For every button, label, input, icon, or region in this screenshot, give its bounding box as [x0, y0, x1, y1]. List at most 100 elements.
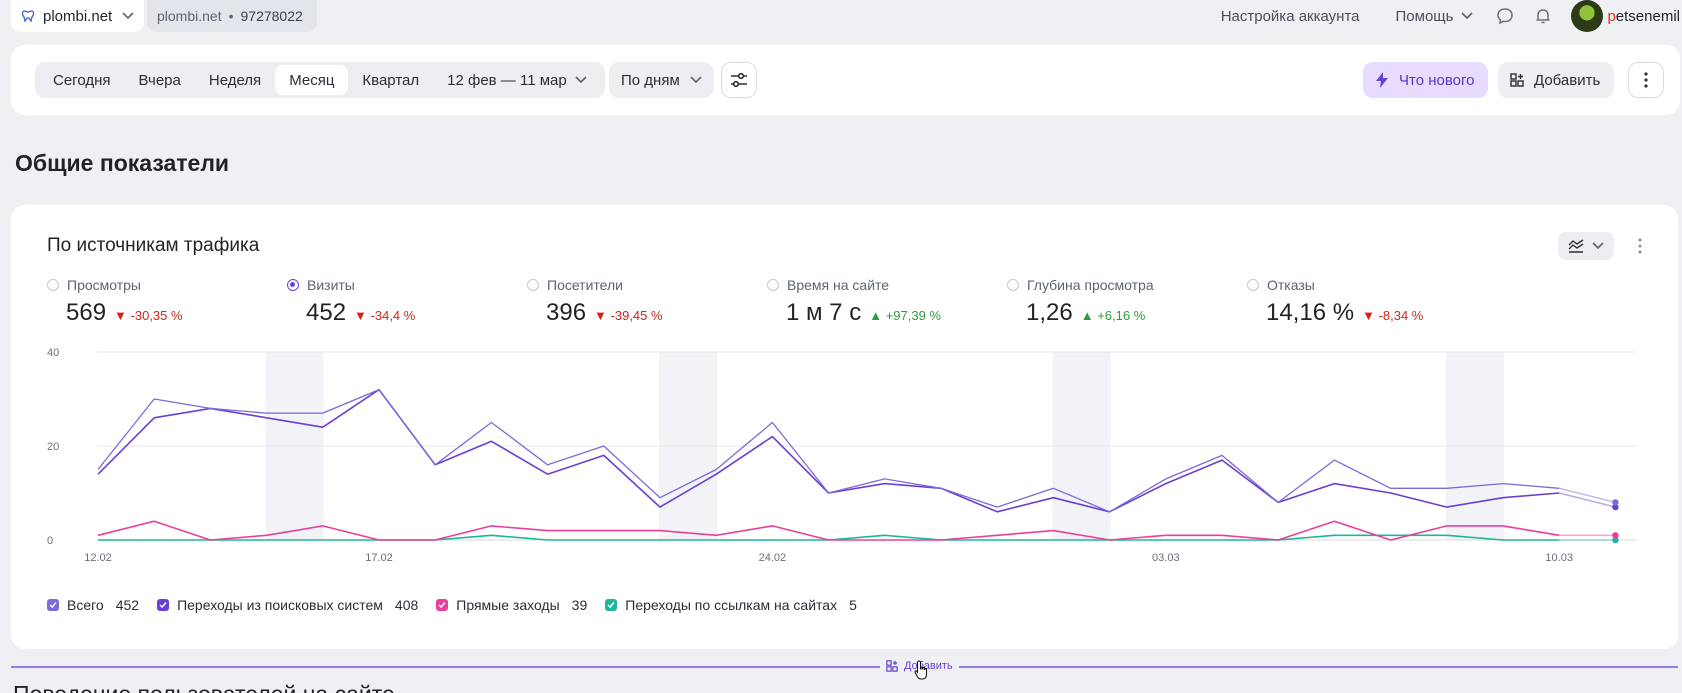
user-name[interactable]: petsenemil	[1607, 8, 1680, 25]
checkbox-checked-icon[interactable]	[47, 599, 59, 611]
user-name-rest: etsenemil	[1615, 7, 1680, 25]
chart-legend: Всего 452 Переходы из поисковых систем 4…	[47, 597, 875, 613]
period-quarter[interactable]: Квартал	[362, 71, 420, 89]
next-section-title: Поведение пользователей на сайте	[13, 681, 395, 693]
chevron-down-icon	[690, 76, 702, 84]
metric-delta: ▲ +97,39 %	[869, 308, 941, 323]
metric-value: 452	[306, 299, 347, 326]
add-button[interactable]: Добавить	[1498, 62, 1615, 98]
add-label: Добавить	[1534, 71, 1601, 89]
legend-count: 39	[571, 597, 588, 613]
checkbox-checked-icon[interactable]	[157, 599, 170, 611]
series-line	[97, 520, 1560, 541]
date-range-label: 12 фев — 11 мар	[447, 71, 567, 89]
metric-bounces[interactable]: Отказы 14,16 % ▼ -8,34 %	[1247, 277, 1423, 327]
metric-radio[interactable]	[47, 279, 59, 291]
widget-more-button[interactable]	[1633, 233, 1647, 259]
site-selector[interactable]: plombi.net	[11, 0, 145, 32]
series-end-point	[1612, 503, 1619, 511]
more-vertical-icon	[1638, 238, 1642, 254]
legend-count: 5	[849, 597, 857, 613]
period-today[interactable]: Сегодня	[53, 71, 111, 89]
area-chart-icon	[1568, 239, 1584, 253]
whats-new-button[interactable]: Что нового	[1363, 62, 1489, 98]
metric-radio[interactable]	[1007, 279, 1019, 291]
series-line	[97, 388, 1560, 513]
counter-separator: •	[228, 8, 234, 24]
x-tick-label: 17.02	[365, 552, 393, 564]
metric-radio[interactable]	[767, 279, 779, 291]
top-bar: plombi.net plombi.net • 97278022 Настрой…	[0, 0, 1682, 32]
series-line-partial	[1559, 492, 1616, 508]
period-week[interactable]: Неделя	[208, 71, 262, 89]
counter-site: plombi.net	[157, 8, 222, 24]
chat-icon[interactable]	[1495, 6, 1515, 26]
filters-button[interactable]	[721, 62, 757, 98]
period-yesterday[interactable]: Вчера	[138, 71, 181, 89]
legend-item-direct[interactable]: Прямые заходы 39	[436, 597, 587, 613]
metric-label: Время на сайте	[787, 277, 890, 293]
legend-label: Переходы из поисковых систем	[177, 597, 383, 613]
metric-label: Глубина просмотра	[1027, 277, 1154, 293]
series-end-point	[1612, 499, 1619, 506]
chevron-down-icon	[1592, 242, 1604, 250]
x-tick-label: 24.02	[759, 552, 787, 564]
metric-delta: ▼ -8,34 %	[1362, 308, 1424, 323]
traffic-chart[interactable]: 0 20 40 12.02 17.02 24.02 03.03 10.03	[11, 205, 1678, 585]
x-tick-label: 12.02	[84, 552, 112, 564]
y-tick-label: 0	[47, 535, 53, 547]
checkbox-checked-icon[interactable]	[436, 599, 449, 611]
add-widget-label: Добавить	[904, 660, 953, 672]
series-end-point	[1612, 536, 1619, 544]
legend-item-total[interactable]: Всего 452	[47, 597, 139, 613]
metric-value: 396	[546, 299, 587, 326]
add-widget-divider[interactable]	[11, 666, 1678, 668]
traffic-sources-widget: По источникам трафика Просмотры 569 ▼ -30…	[11, 205, 1678, 649]
metric-depth[interactable]: Глубина просмотра 1,26 ▲ +6,16 %	[1007, 277, 1154, 327]
tooth-icon	[21, 10, 35, 23]
legend-count: 452	[115, 597, 140, 613]
metric-time-on-site[interactable]: Время на сайте 1 м 7 с ▲ +97,39 %	[767, 277, 941, 327]
metric-value: 569	[66, 299, 107, 326]
period-month[interactable]: Месяц	[275, 65, 349, 95]
more-options-button[interactable]	[1628, 62, 1664, 98]
legend-count: 408	[394, 597, 419, 613]
metric-views[interactable]: Просмотры 569 ▼ -30,35 %	[47, 277, 183, 327]
chevron-down-icon	[122, 12, 134, 20]
user-name-first-letter: p	[1607, 7, 1616, 25]
widgets-add-icon	[1510, 73, 1524, 87]
site-name: plombi.net	[43, 7, 113, 25]
chevron-down-icon	[575, 76, 587, 84]
series-end-point	[1612, 532, 1619, 539]
lightning-icon	[1376, 72, 1388, 88]
avatar[interactable]	[1571, 0, 1604, 32]
metric-delta: ▼ -39,45 %	[594, 308, 663, 323]
counter-id: 97278022	[240, 8, 303, 24]
metric-visits[interactable]: Визиты 452 ▼ -34,4 %	[287, 277, 415, 327]
metric-label: Просмотры	[67, 277, 141, 293]
checkbox-checked-icon[interactable]	[605, 599, 618, 611]
grouping-select[interactable]: По дням	[609, 62, 714, 98]
period-selector: Сегодня Вчера Неделя Месяц Квартал 12 фе…	[35, 62, 605, 98]
metric-radio-selected[interactable]	[287, 279, 299, 291]
filter-bar: Сегодня Вчера Неделя Месяц Квартал 12 фе…	[11, 45, 1680, 115]
series-line-partial	[1559, 487, 1616, 504]
date-range-picker[interactable]: 12 фев — 11 мар	[433, 65, 601, 95]
legend-label: Всего	[67, 597, 104, 613]
metric-radio[interactable]	[1247, 279, 1259, 291]
chart-type-selector[interactable]	[1558, 232, 1614, 260]
grouping-label: По дням	[621, 71, 680, 89]
chevron-down-icon	[1461, 12, 1474, 20]
metric-delta: ▼ -30,35 %	[114, 308, 183, 323]
legend-item-referral[interactable]: Переходы по ссылкам на сайтах 5	[605, 597, 857, 613]
account-settings-link[interactable]: Настройка аккаунта	[1220, 7, 1360, 25]
y-tick-label: 20	[47, 441, 59, 453]
help-menu[interactable]: Помощь	[1396, 8, 1474, 25]
metric-radio[interactable]	[527, 279, 539, 291]
counter-info[interactable]: plombi.net • 97278022	[147, 0, 317, 32]
legend-item-search[interactable]: Переходы из поисковых систем 408	[157, 597, 418, 613]
bell-icon[interactable]	[1533, 6, 1553, 26]
whats-new-label: Что нового	[1399, 71, 1475, 89]
metric-visitors[interactable]: Посетители 396 ▼ -39,45 %	[527, 277, 663, 327]
metric-label: Отказы	[1267, 277, 1315, 293]
